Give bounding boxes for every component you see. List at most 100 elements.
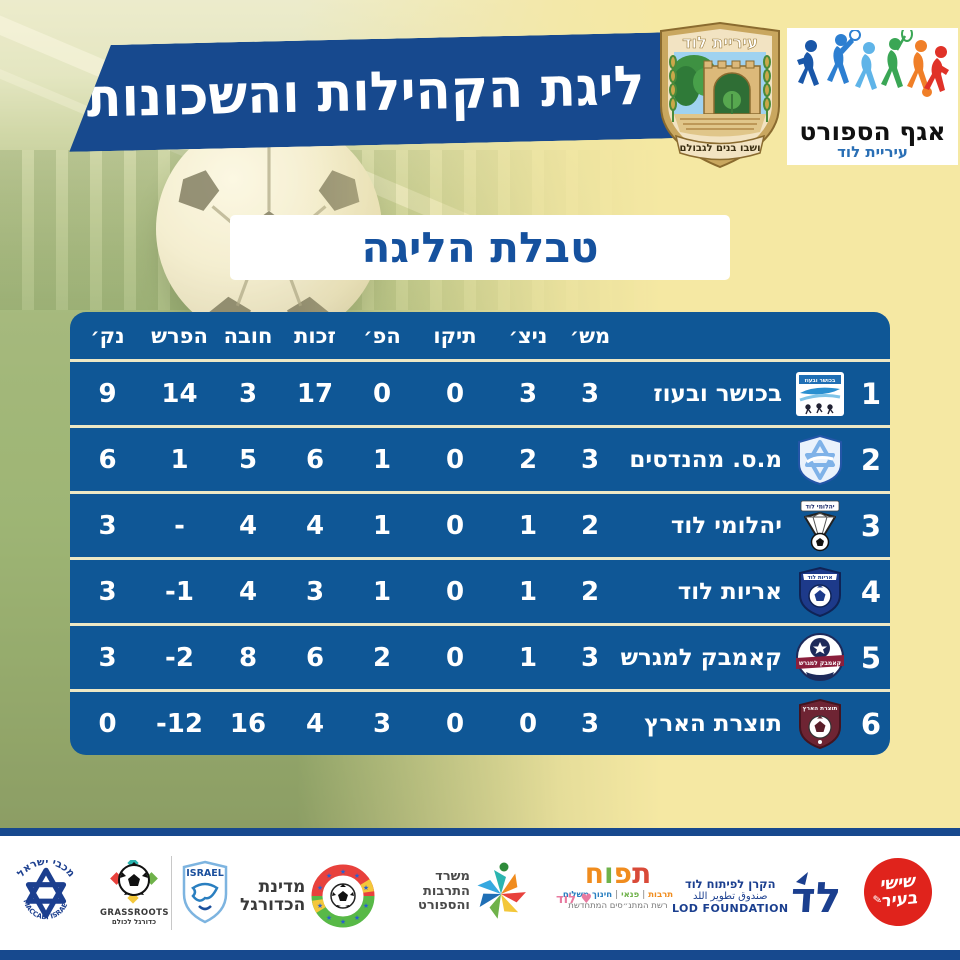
- cell-wins: 3: [518, 378, 538, 409]
- cell-goals_against: 4: [238, 576, 258, 607]
- sports-department-logo: אגף הספורט עיריית לוד: [787, 28, 958, 165]
- pencil-icon: ✎: [872, 892, 883, 907]
- cell-goals_for: 17: [296, 378, 334, 409]
- header-draws: תיקו: [433, 323, 477, 348]
- cell-draws: 0: [445, 642, 465, 673]
- cell-draws: 0: [445, 576, 465, 607]
- athletes-icon: [797, 30, 949, 97]
- cell-points: 3: [98, 642, 117, 673]
- svg-text:★: ★: [317, 884, 323, 892]
- cell-team-name: יהלומי לוד: [670, 512, 782, 539]
- cell-goals_against: 8: [238, 642, 258, 673]
- cell-position: 3: [860, 508, 882, 543]
- divider-bar-bottom: [0, 950, 960, 960]
- sponsor-ministry-culture-sport: משרד התרבות והספורט: [418, 862, 526, 922]
- divider-bar-top: [0, 828, 960, 836]
- cell-team-name: מ.ס. מהנדסים: [629, 446, 782, 473]
- cell-wins: 1: [518, 576, 538, 607]
- cell-wins: 1: [518, 642, 538, 673]
- emblem-gate: [703, 60, 761, 115]
- heart-icon: ♥ לוד: [556, 892, 593, 907]
- svg-text:אריות לוד: אריות לוד: [808, 575, 833, 581]
- cell-losses: 0: [372, 378, 392, 409]
- svg-text:★: ★: [340, 868, 346, 876]
- sponsor-football-state: מדינת הכדורגל ★ ★ ★ ★ ★ ★ ★ ★ ★ ★: [240, 864, 375, 928]
- header-points: נק׳: [90, 323, 125, 348]
- svg-text:בכושר ובעוז: בכושר ובעוז: [805, 378, 836, 384]
- cell-team-name: תוצרת הארץ: [644, 710, 782, 737]
- table-row: 3 - 4 4 1 0 1 2 יהלומי לוד יהלומי לוד 3: [70, 491, 890, 557]
- cell-losses: 2: [372, 642, 392, 673]
- cell-wins: 1: [518, 510, 538, 541]
- ministry-star-icon: [477, 862, 526, 919]
- cell-diff: 1: [170, 444, 189, 475]
- header-wins: ניצ׳: [508, 323, 548, 348]
- cell-losses: 1: [372, 510, 392, 541]
- sponsor-shishi-bair: שישי בעיר ✎: [860, 854, 936, 930]
- cell-position: 5: [860, 640, 882, 675]
- cell-goals_against: 4: [238, 510, 258, 541]
- cell-team-name: אריות לוד: [677, 578, 782, 605]
- cell-games: 3: [580, 378, 600, 409]
- cell-goals_for: 3: [305, 576, 325, 607]
- team-badge-icon: בכושר ובעוז: [788, 362, 852, 425]
- svg-text:★: ★: [326, 914, 332, 922]
- header-position: [852, 312, 890, 359]
- team-badge-icon: אריות לוד: [788, 560, 852, 623]
- cell-team-name: קאמבק למגרש: [620, 644, 782, 671]
- sponsor-grassroots: GRASSROOTS כדורגל לכולם: [100, 857, 168, 926]
- cell-diff: -: [174, 510, 185, 541]
- svg-text:★: ★: [363, 884, 369, 892]
- cell-draws: 0: [445, 708, 465, 739]
- cell-points: 3: [98, 510, 117, 541]
- sponsor-lod-foundation: הקרן לפיתוח לוד صندوق تطوير اللد LOD FOU…: [672, 866, 842, 926]
- table-row: 6 1 5 6 1 0 2 3 מ.ס. מהנדסים 2: [70, 425, 890, 491]
- grassroots-ball-icon: [110, 857, 158, 904]
- header-goals_against: חובה: [223, 323, 273, 348]
- cell-losses: 3: [372, 708, 392, 739]
- cell-diff: -12: [156, 708, 203, 739]
- cell-goals_for: 4: [305, 510, 325, 541]
- football-state-ball-icon: ★★ ★ ★ ★★ ★★ ★★: [311, 864, 375, 928]
- league-table: נק׳ הפרש חובה זכות הפ׳ תיקו ניצ׳ מש׳ 9 14 3 17 0 0 3 3 ב…: [70, 312, 890, 755]
- header-losses: הפ׳: [363, 323, 401, 348]
- cell-goals_for: 6: [305, 444, 325, 475]
- cell-points: 6: [98, 444, 117, 475]
- cell-games: 3: [580, 642, 600, 673]
- svg-text:★: ★: [326, 872, 332, 880]
- team-badge-icon: תוצרת הארץ: [788, 692, 852, 755]
- lod-city-emblem: עיריית לוד ושבו בנים לגבולם: [650, 20, 790, 170]
- cell-points: 0: [98, 708, 117, 739]
- cell-goals_for: 4: [305, 708, 325, 739]
- cell-diff: 14: [161, 378, 198, 409]
- header-diff: הפרש: [151, 323, 208, 348]
- cell-draws: 0: [445, 378, 465, 409]
- header-goals_for: זכות: [294, 323, 336, 348]
- cell-diff: -2: [165, 642, 194, 673]
- emblem-city-name: עיריית לוד: [682, 33, 758, 52]
- svg-text:★: ★: [363, 902, 369, 910]
- league-table-title-box: טבלת הליגה: [230, 215, 730, 280]
- league-table-title: טבלת הליגה: [361, 223, 599, 272]
- cell-goals_against: 16: [229, 708, 267, 739]
- cell-diff: -1: [165, 576, 194, 607]
- cell-games: 3: [580, 708, 600, 739]
- cell-goals_against: 3: [238, 378, 258, 409]
- cell-wins: 2: [518, 444, 538, 475]
- sponsors-strip: מכבי ישראל MACCABI ISRAEL GRASSROOTS כדו…: [0, 836, 960, 950]
- cell-losses: 1: [372, 576, 392, 607]
- cell-points: 3: [98, 576, 117, 607]
- maccabi-star-icon: מכבי ישראל MACCABI ISRAEL: [10, 854, 77, 921]
- cell-games: 2: [580, 510, 600, 541]
- cell-position: 4: [860, 574, 882, 609]
- table-row: 0 -12 16 4 3 0 0 3 תוצרת הארץ תוצרת הארץ 6: [70, 689, 890, 755]
- team-badge-icon: קאמבק למגרש: [788, 626, 852, 689]
- cell-goals_for: 6: [305, 642, 325, 673]
- emblem-motto: ושבו בנים לגבולם: [679, 143, 760, 154]
- cell-goals_against: 5: [238, 444, 258, 475]
- cell-losses: 1: [372, 444, 392, 475]
- banner-title: ליגת הקהילות והשכונות: [85, 54, 646, 130]
- team-badge-icon: יהלומי לוד: [788, 494, 852, 557]
- cell-draws: 0: [445, 510, 465, 541]
- team-badge-icon: [788, 428, 852, 491]
